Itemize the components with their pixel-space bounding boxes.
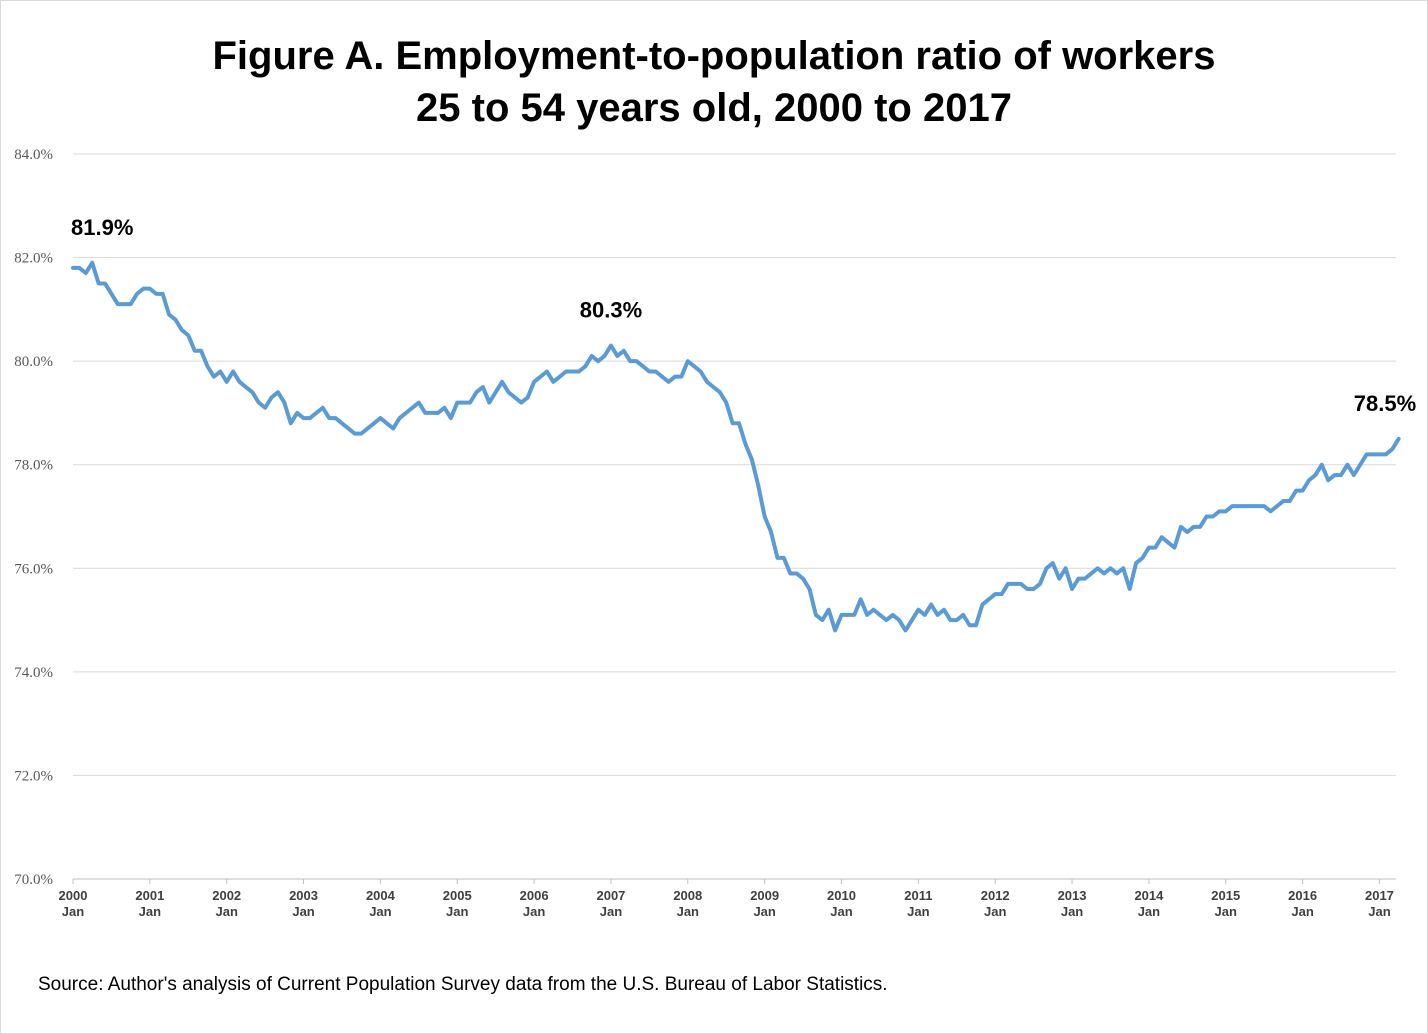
x-tick-label-year: 2009 [750,888,779,903]
x-tick-label-month: Jan [830,904,852,919]
x-axis: 2000Jan2001Jan2002Jan2003Jan2004Jan2005J… [59,878,1396,919]
x-tick-label-year: 2005 [443,888,472,903]
annotations: 81.9% 80.3% 78.5% [71,215,1416,416]
y-tick-label: 78.0% [14,458,53,474]
x-tick-label-month: Jan [677,904,699,919]
x-tick-label-month: Jan [907,904,929,919]
x-tick-label-month: Jan [215,904,237,919]
x-tick-label-year: 2007 [596,888,625,903]
gridlines [73,153,1396,776]
y-tick-label: 84.0% [14,147,53,163]
x-tick-label-year: 2015 [1211,888,1240,903]
x-tick-label-month: Jan [1368,904,1390,919]
y-tick-label: 72.0% [14,768,53,784]
x-tick-label-month: Jan [139,904,161,919]
x-tick-label-year: 2013 [1058,888,1087,903]
x-tick-label-month: Jan [753,904,775,919]
y-tick-label: 80.0% [14,354,53,370]
y-tick-label: 82.0% [14,251,53,267]
chart-title: Figure A. Employment-to-population ratio… [0,30,1428,134]
x-tick-label-year: 2010 [827,888,856,903]
x-tick-label-month: Jan [1138,904,1160,919]
x-tick-label-year: 2016 [1288,888,1317,903]
x-tick-label-month: Jan [984,904,1006,919]
x-tick-label-month: Jan [600,904,622,919]
data-label: 78.5% [1354,391,1416,416]
x-tick-label-year: 2003 [289,888,318,903]
x-tick-label-month: Jan [369,904,391,919]
x-tick-label-year: 2017 [1365,888,1394,903]
y-tick-label: 76.0% [14,561,53,577]
x-tick-label-year: 2011 [904,888,932,903]
y-tick-label: 74.0% [14,665,53,681]
x-tick-label-year: 2014 [1134,888,1164,903]
series-line [71,260,1401,633]
x-tick-label-month: Jan [292,904,314,919]
y-axis: 70.0% 72.0% 74.0% 76.0% 78.0% 80.0% 82.0% 84.0% [14,147,53,888]
y-tick-label: 70.0% [14,872,53,888]
x-tick-label-month: Jan [523,904,545,919]
source-note: Source: Author's analysis of Current Pop… [38,974,888,995]
x-tick-label-year: 2008 [673,888,702,903]
data-label: 81.9% [71,215,133,240]
x-tick-label-month: Jan [1215,904,1237,919]
chart-title-line1: Figure A. Employment-to-population ratio… [212,34,1216,78]
chart-title-line2: 25 to 54 years old, 2000 to 2017 [416,86,1012,130]
data-label: 80.3% [580,298,642,323]
x-tick-label-month: Jan [62,904,84,919]
x-tick-label-year: 2001 [135,888,164,903]
x-tick-label-year: 2012 [981,888,1010,903]
x-tick-label-year: 2004 [366,888,396,903]
x-tick-label-year: 2002 [212,888,241,903]
x-tick-label-year: 2006 [520,888,549,903]
x-tick-label-year: 2000 [59,888,88,903]
x-tick-label-month: Jan [446,904,468,919]
series-layer [71,260,1401,633]
x-tick-label-month: Jan [1291,904,1313,919]
x-tick-label-month: Jan [1061,904,1083,919]
